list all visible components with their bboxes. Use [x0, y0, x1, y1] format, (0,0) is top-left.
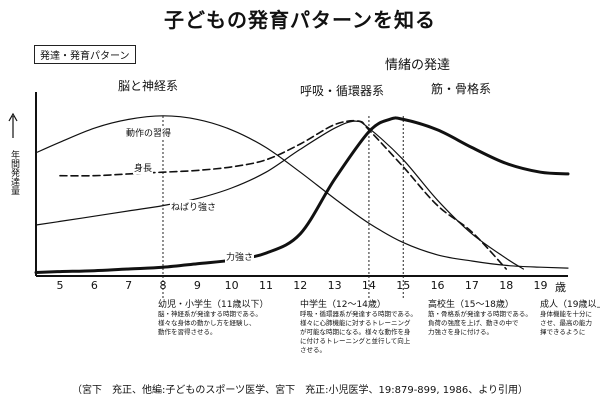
series-line-endurance	[35, 120, 524, 270]
annotation-title: 成人（19歳以上）	[540, 300, 600, 310]
annotation-line: 負荷の強度を上げ、動きの中で	[428, 319, 519, 327]
annotation-junior-high: 中学生（12〜14歳） 呼吸・循環器系が発達する時期である。 様々に心肺機能に対…	[300, 300, 417, 355]
annotation-line: 脳・神経系が発達する時期である。	[158, 310, 262, 318]
y-axis-arrow-icon	[8, 112, 18, 138]
curve-label-endurance: ねばり強さ	[170, 200, 218, 213]
x-tick-label: 8	[159, 279, 167, 292]
annotation-line: 動作を習得させる。	[158, 328, 217, 336]
annotation-line: 身体機能を十分に	[540, 310, 592, 318]
annotation-line: させ、最高の能力	[540, 319, 592, 327]
annotation-line: 筋・骨格系が発達する時期である。	[428, 310, 532, 318]
annotation-line: に付けるトレーニングと並行して向上	[300, 337, 411, 345]
region-label-emotion: 情緒の発達	[385, 58, 451, 73]
curve-label-height: 身長	[133, 161, 154, 174]
region-label-musculoskeletal: 筋・骨格系	[431, 82, 492, 96]
x-tick-label: 13	[327, 279, 342, 292]
annotation-elementary: 幼児・小学生（11歳以下） 脳・神経系が発達する時期である。 様々な身体の動かし…	[158, 300, 268, 337]
x-tick-label: 17	[464, 279, 479, 292]
annotation-line: 力強さを身に付ける。	[428, 328, 493, 336]
x-tick-label: 9	[193, 279, 201, 292]
annotation-line: させる。	[300, 346, 326, 354]
x-tick-label: 14	[361, 279, 376, 292]
annotation-line: 様々に心肺機能に対するトレーニング	[300, 319, 411, 327]
series-line-strength	[34, 116, 570, 274]
annotation-adult: 成人（19歳以上） 身体機能を十分に させ、最高の能力 揮できるように	[540, 300, 600, 337]
x-tick-label: 11	[258, 279, 273, 292]
x-tick-label: 19	[533, 279, 548, 292]
annotation-title: 幼児・小学生（11歳以下）	[158, 300, 269, 310]
annotation-line: 揮できるように	[540, 328, 586, 336]
annotation-line: 様々な身体の動かし方を経験し、	[158, 319, 256, 327]
source-citation: （宮下 充正、他編:子どものスポーツ医学、宮下 充正:小児医学、19:879-8…	[71, 385, 529, 396]
curve-label-skill: 動作の習得	[125, 126, 173, 139]
x-tick-label: 7	[125, 279, 133, 292]
region-label-respiratory: 呼吸・循環器系	[300, 84, 385, 98]
x-tick-label: 16	[430, 279, 445, 292]
region-label-brain: 脳と神経系	[118, 79, 179, 93]
x-tick-label: 6	[90, 279, 98, 292]
annotation-title: 高校生（15〜18歳）	[428, 300, 514, 310]
x-tick-label: 18	[499, 279, 514, 292]
annotation-line: 呼吸・循環器系が発達する時期である。	[300, 310, 417, 318]
curve-label-strength: 力強さ	[225, 250, 255, 263]
x-axis-unit-label: 歳	[555, 281, 567, 294]
series-line-skill	[35, 115, 569, 269]
x-tick-label: 12	[293, 279, 308, 292]
pattern-box-label: 発達・発育パターン	[34, 45, 136, 64]
annotation-line: が可能な時期になる。様々な動作を身	[300, 328, 411, 336]
x-tick-label: 10	[224, 279, 239, 292]
x-tick-label: 15	[396, 279, 411, 292]
y-axis-label: 年間発達量	[9, 150, 19, 195]
x-tick-label: 5	[56, 279, 64, 292]
annotation-title: 中学生（12〜14歳）	[300, 300, 386, 310]
page-title: 子どもの発育パターンを知る	[164, 8, 436, 32]
annotation-high-school: 高校生（15〜18歳） 筋・骨格系が発達する時期である。 負荷の強度を上げ、動き…	[428, 300, 532, 337]
